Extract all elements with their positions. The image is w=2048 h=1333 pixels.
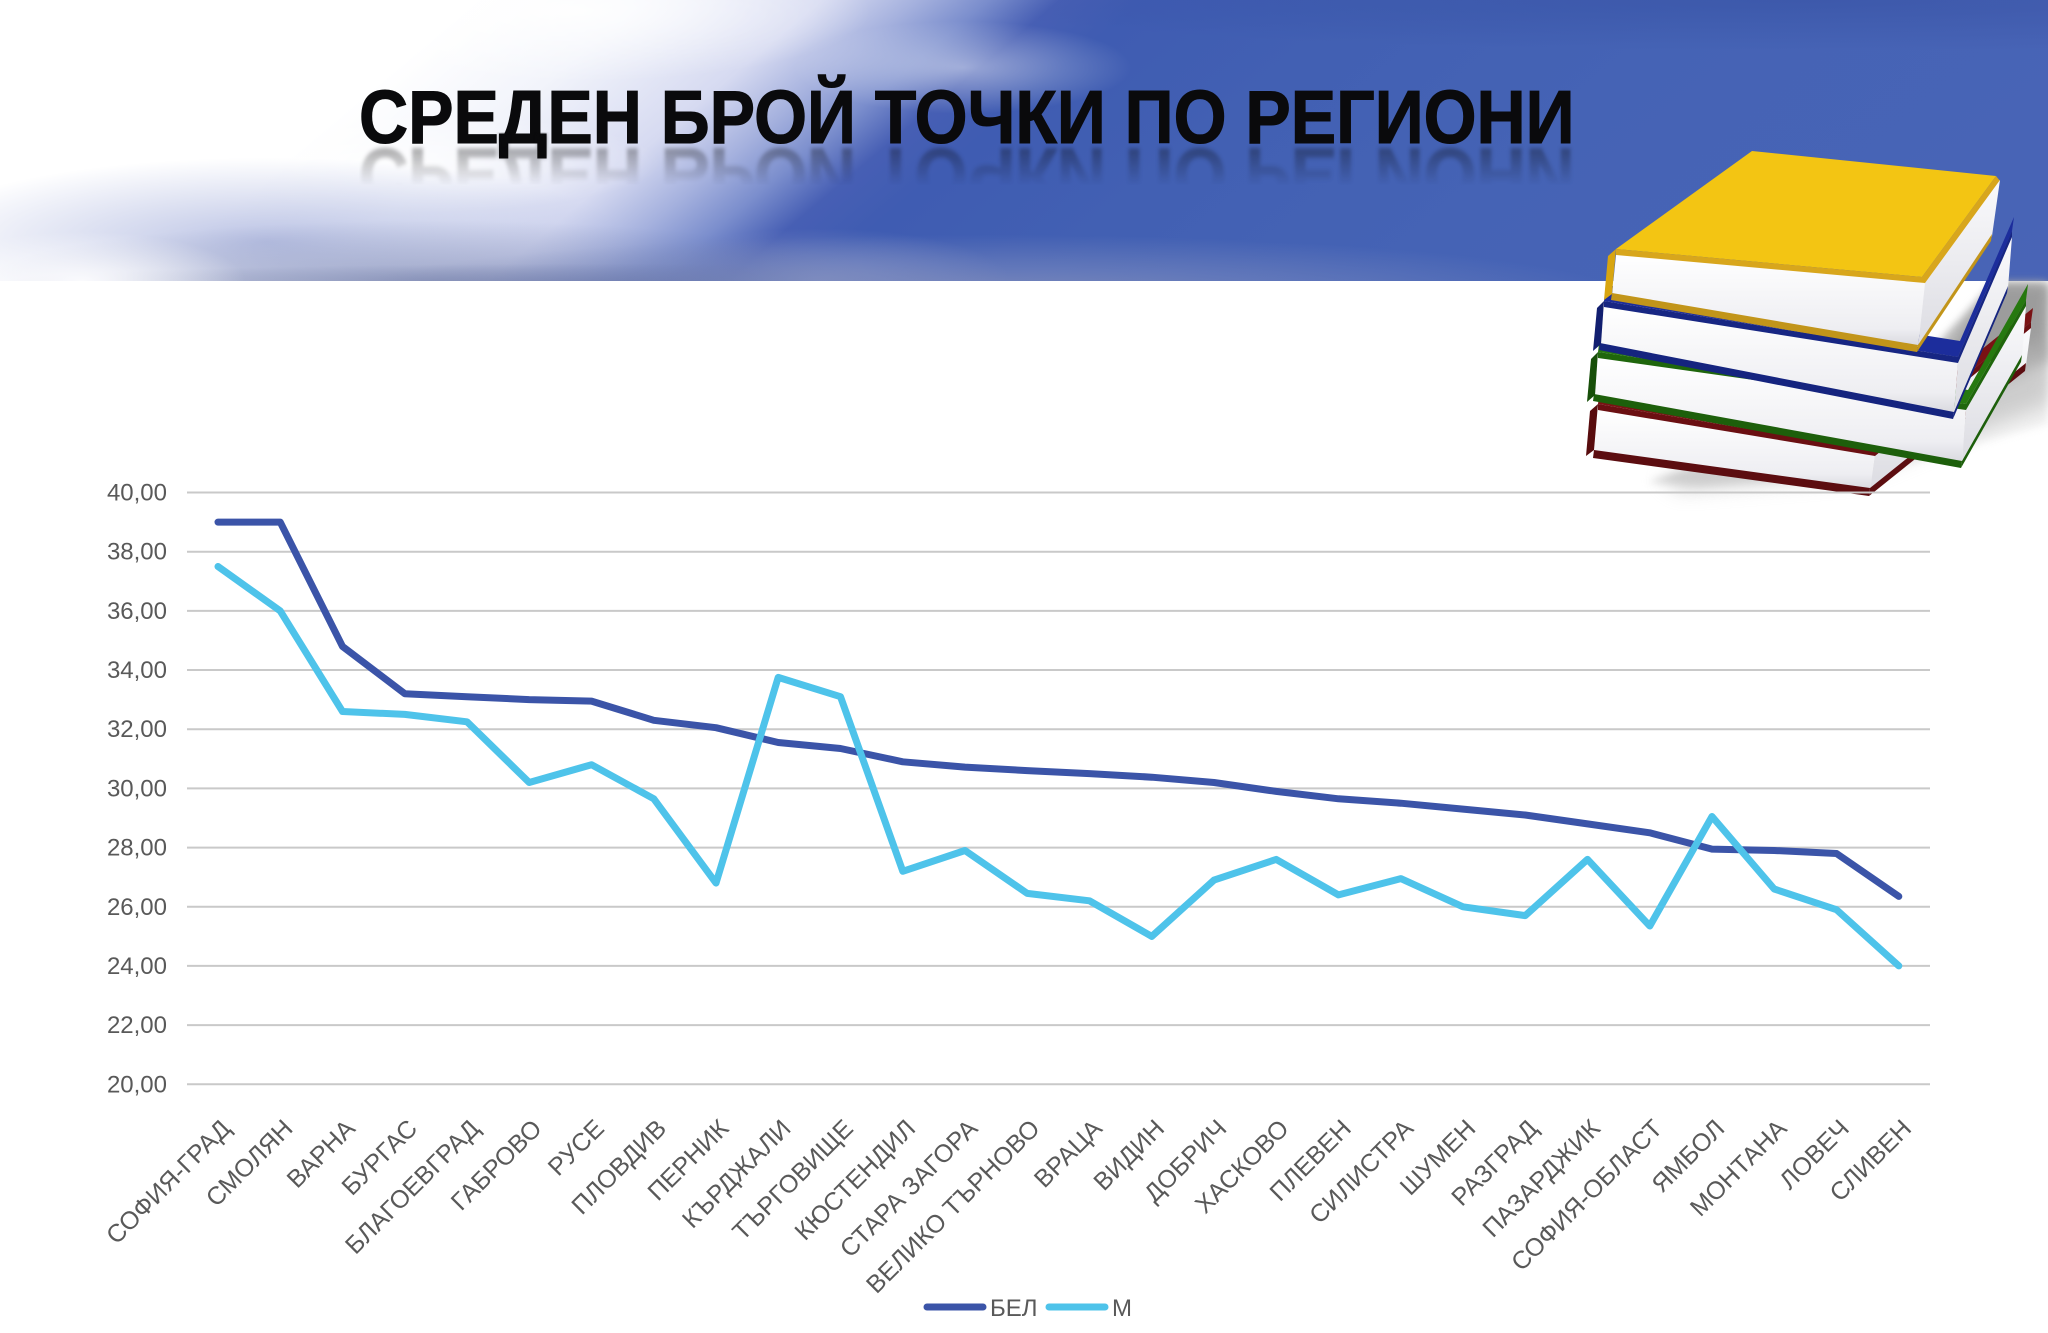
- svg-text:26,00: 26,00: [107, 894, 167, 921]
- svg-text:40,00: 40,00: [107, 480, 167, 507]
- svg-text:32,00: 32,00: [107, 716, 167, 743]
- svg-text:20,00: 20,00: [107, 1071, 167, 1098]
- svg-text:М: М: [1112, 1295, 1132, 1322]
- svg-text:30,00: 30,00: [107, 775, 167, 802]
- svg-text:38,00: 38,00: [107, 539, 167, 566]
- svg-text:24,00: 24,00: [107, 953, 167, 980]
- svg-text:22,00: 22,00: [107, 1012, 167, 1039]
- svg-text:34,00: 34,00: [107, 657, 167, 684]
- svg-text:36,00: 36,00: [107, 598, 167, 625]
- svg-text:28,00: 28,00: [107, 835, 167, 862]
- svg-text:БЕЛ: БЕЛ: [990, 1295, 1038, 1322]
